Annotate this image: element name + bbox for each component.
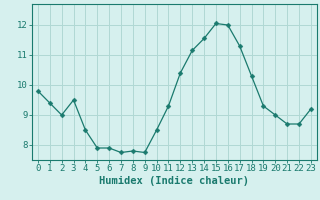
- X-axis label: Humidex (Indice chaleur): Humidex (Indice chaleur): [100, 176, 249, 186]
